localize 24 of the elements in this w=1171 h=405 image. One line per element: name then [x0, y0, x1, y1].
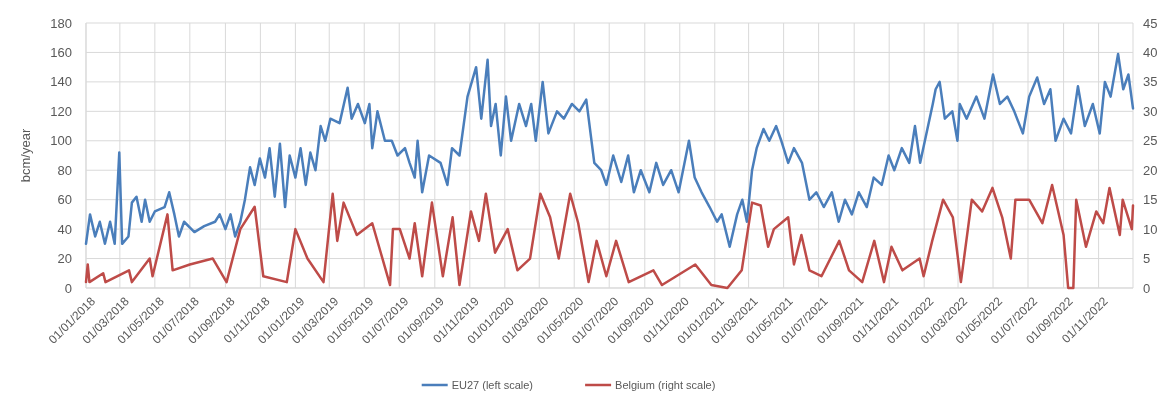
y2-tick-label: 20 [1143, 162, 1158, 178]
y-tick-label: 100 [50, 133, 72, 149]
y2-tick-label: 30 [1143, 103, 1158, 119]
y2-tick-label: 40 [1143, 44, 1158, 60]
y-tick-label: 180 [50, 15, 72, 31]
legend-label: Belgium (right scale) [615, 378, 716, 391]
y2-tick-label: 25 [1143, 133, 1158, 149]
y2-tick-label: 45 [1143, 15, 1158, 31]
y2-tick-label: 15 [1143, 192, 1158, 208]
y2-tick-label: 35 [1143, 74, 1158, 90]
y2-tick-label: 5 [1143, 251, 1151, 267]
y-tick-label: 140 [50, 74, 72, 90]
y-axis-title: bcm/year [18, 128, 33, 183]
y-tick-label: 20 [57, 251, 72, 267]
line-series [84, 52, 1135, 249]
y-tick-label: 120 [50, 103, 72, 119]
y-tick-label: 0 [64, 280, 72, 296]
legend-label: EU27 (left scale) [451, 378, 534, 391]
y-tick-label: 60 [57, 192, 72, 208]
y-tick-label: 160 [50, 44, 72, 60]
y2-tick-label: 10 [1143, 221, 1158, 237]
y-tick-label: 40 [57, 221, 72, 237]
y2-tick-label: 0 [1143, 280, 1151, 296]
y-tick-label: 80 [57, 162, 72, 178]
